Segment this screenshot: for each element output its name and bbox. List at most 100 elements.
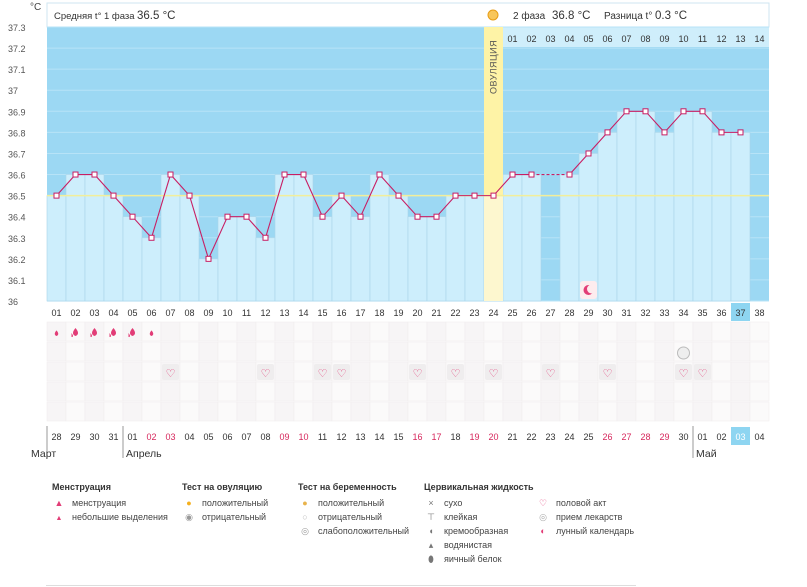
marker-cell: [616, 381, 637, 402]
marker-cell: [578, 381, 599, 402]
marker-cell: [635, 341, 656, 362]
marker-cell: [198, 341, 219, 362]
calendar-date-label: 31: [108, 432, 118, 442]
y-unit-label: °C: [30, 2, 41, 13]
difference-label: Разница t°: [604, 11, 652, 22]
marker-cell: [65, 361, 86, 382]
marker-cell: [597, 321, 618, 342]
marker-cell: [293, 401, 314, 422]
y-tick-label: 36.4: [8, 213, 26, 223]
marker-cell: [692, 321, 713, 342]
pregnancy-test-weak-icon: ◎: [301, 526, 309, 536]
ovulation-positive-icon: [487, 9, 499, 21]
marker-cell: [236, 401, 257, 422]
legend-ovulation-test: Тест на овуляцию ● положительный ◉ отрицат…: [182, 482, 268, 524]
menstruation-icon-small: [128, 333, 130, 337]
cycle-day-label: 22: [450, 308, 460, 318]
temperature-line-segment: [56, 174, 76, 196]
legend-item: положительный: [318, 498, 385, 508]
cycle-day-label: 30: [602, 308, 612, 318]
cycle-day-label: 24: [488, 308, 498, 318]
heart-icon: ♡: [337, 367, 347, 380]
temperature-point-day-3: [91, 171, 98, 178]
marker-cell: [483, 381, 504, 402]
marker-cell: [350, 341, 371, 362]
marker-cell: [236, 321, 257, 342]
marker-cell: [521, 401, 542, 422]
marker-cell: [141, 381, 162, 402]
marker-cell: [749, 381, 770, 402]
marker-cell: [578, 361, 599, 382]
marker-cell: [730, 341, 751, 362]
marker-cell: [388, 361, 409, 382]
temperature-bar-day-22: [445, 195, 466, 302]
marker-cell: [46, 341, 67, 362]
legend-item: положительный: [202, 498, 269, 508]
marker-cell: [692, 341, 713, 362]
calendar-date-label: 16: [412, 432, 422, 442]
cycle-day-label: 23: [469, 308, 479, 318]
today-date-highlight: [731, 427, 750, 445]
temperature-point-day-28: [566, 171, 573, 178]
temperature-bar-day-35: [692, 111, 713, 302]
temperature-line-segment: [645, 110, 665, 133]
temperature-point-day-29: [585, 150, 592, 157]
phase2-day-number: 10: [678, 34, 688, 44]
marker-cell: [692, 401, 713, 422]
temperature-line-segment: [359, 174, 381, 217]
temperature-bar-day-30: [597, 132, 618, 302]
phase2-day-number: 07: [621, 34, 631, 44]
temperature-line-segment: [607, 110, 627, 133]
legend-item: небольшие выделения: [72, 512, 168, 522]
cycle-day-label: 35: [697, 308, 707, 318]
dry-icon: ×: [428, 498, 434, 508]
temperature-bar-day-34: [673, 111, 694, 302]
temperature-bar-day-25: [502, 174, 523, 302]
marker-cell: [749, 321, 770, 342]
calendar-date-label: 04: [754, 432, 764, 442]
temperature-line-segment: [436, 195, 456, 218]
temperature-point-day-30: [604, 129, 611, 136]
marker-cell: [312, 381, 333, 402]
marker-cell: [293, 321, 314, 342]
marker-cell: [521, 381, 542, 402]
menstruation-icon: [73, 328, 78, 336]
marker-cell: [559, 401, 580, 422]
heart-icon: ♡: [166, 367, 176, 380]
marker-cell: [654, 381, 675, 402]
marker-cell: [65, 381, 86, 402]
temperature-bar-day-7: [160, 174, 181, 302]
marker-cell: [711, 401, 732, 422]
month-label: Май: [696, 448, 717, 460]
marker-cell: [255, 341, 276, 362]
cycle-day-label: 32: [640, 308, 650, 318]
temperature-line-segment: [569, 153, 589, 175]
marker-cell: [84, 341, 105, 362]
marker-cell: [521, 321, 542, 342]
temperature-bar-day-28: [559, 174, 580, 302]
heart-icon: ♡: [679, 367, 689, 380]
temperature-line-segment: [170, 174, 190, 196]
temperature-point-day-6: [148, 234, 155, 241]
temperature-bar-day-12: [255, 237, 276, 302]
light-discharge-icon: ▲: [55, 515, 63, 522]
cycle-day-label: 38: [754, 308, 764, 318]
temperature-point-day-37: [737, 129, 744, 136]
marker-cell: [407, 401, 428, 422]
phase2-day-number: 05: [583, 34, 593, 44]
marker-cell: [312, 321, 333, 342]
marker-cell: [426, 381, 447, 402]
calendar-date-label: 17: [431, 432, 441, 442]
phase2-day-number: 06: [602, 34, 612, 44]
marker-cell: [65, 401, 86, 422]
calendar-date-label: 26: [602, 432, 612, 442]
marker-cell: [749, 361, 770, 382]
calendar-date-label: 14: [374, 432, 384, 442]
temperature-point-day-35: [699, 108, 706, 115]
y-tick-label: 36.9: [8, 107, 26, 117]
calendar-date-label: 21: [507, 432, 517, 442]
marker-cell: [502, 381, 523, 402]
marker-cell: [654, 341, 675, 362]
y-tick-label: 36.5: [8, 192, 26, 202]
marker-cell: [445, 341, 466, 362]
